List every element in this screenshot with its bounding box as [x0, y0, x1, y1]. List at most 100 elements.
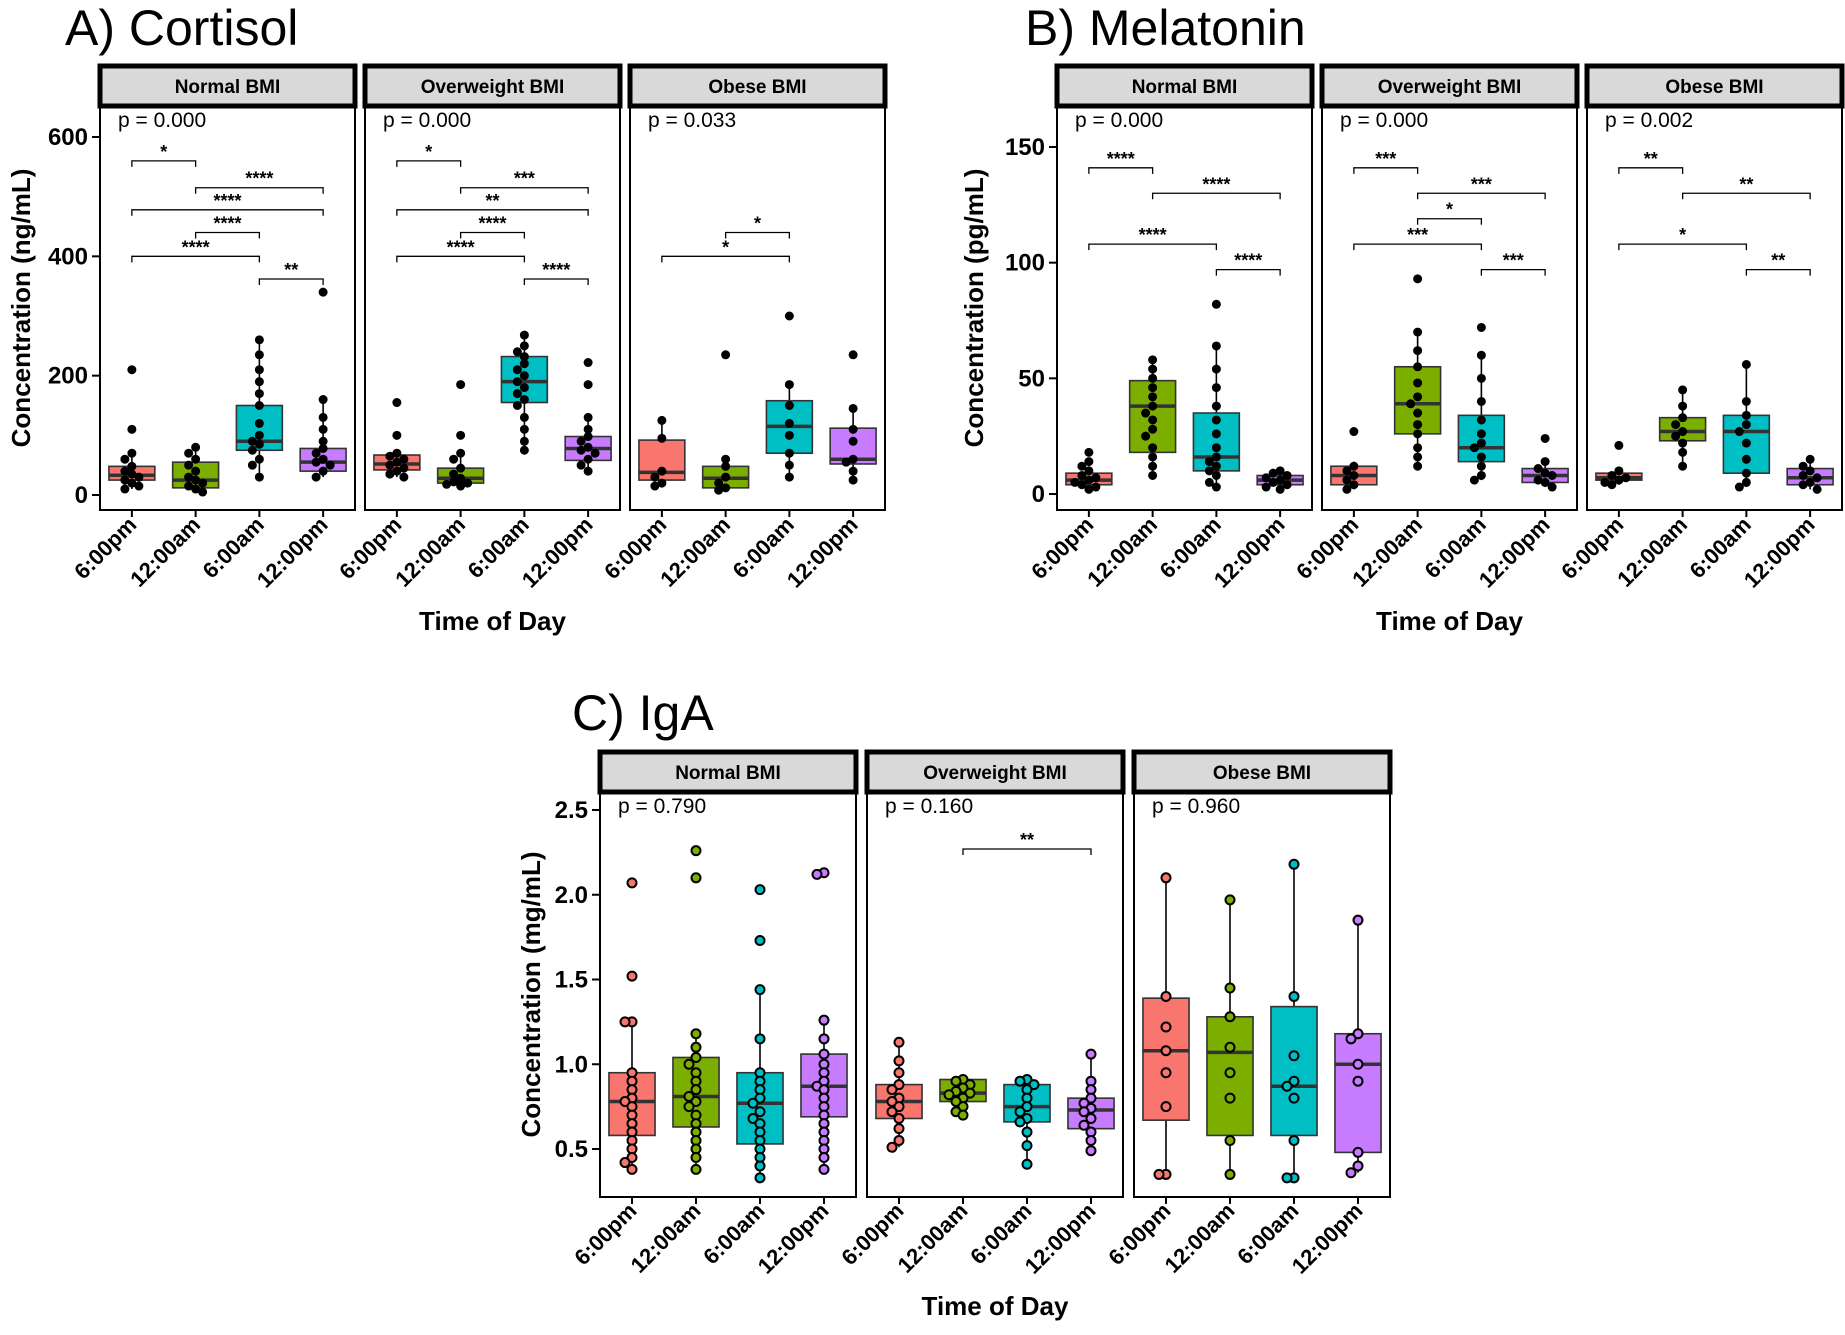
data-point [1078, 1106, 1090, 1118]
data-point [1678, 438, 1688, 448]
data-point [318, 424, 328, 434]
data-point [1085, 1112, 1097, 1124]
data-point [519, 359, 529, 369]
data-point [893, 1079, 905, 1091]
box-6:00pm [638, 415, 686, 491]
data-point [1678, 461, 1688, 471]
data-point [683, 1101, 695, 1113]
data-point [957, 1109, 969, 1121]
bracket-line [1480, 268, 1546, 276]
box-12:00am [1128, 355, 1177, 480]
data-point [456, 448, 466, 458]
data-point [583, 412, 593, 422]
bracket-stars: * [1446, 200, 1453, 220]
data-point [1678, 447, 1688, 457]
data-point [1148, 452, 1158, 462]
bracket-line [1416, 192, 1546, 200]
data-point [1160, 1101, 1172, 1113]
data-point [1084, 457, 1094, 467]
data-point [784, 448, 794, 458]
significance-bracket: **** [131, 237, 261, 263]
significance-bracket: ** [1745, 251, 1811, 276]
facet-label: Obese BMI [1665, 77, 1763, 98]
data-point [1160, 1067, 1172, 1079]
data-point [1148, 383, 1158, 393]
data-point [392, 398, 402, 408]
bracket-line [1088, 243, 1218, 251]
data-point [519, 445, 529, 455]
significance-bracket: **** [1088, 149, 1154, 174]
bracket-stars: * [722, 237, 729, 257]
data-point [1352, 1160, 1364, 1172]
data-point [1288, 1135, 1300, 1147]
data-point [519, 341, 529, 351]
data-point [519, 383, 529, 393]
data-point [886, 1084, 898, 1096]
data-point [650, 481, 660, 491]
data-point [1160, 872, 1172, 884]
data-point [1224, 1011, 1236, 1023]
bracket-stars: **** [478, 213, 506, 233]
data-point [385, 451, 395, 461]
data-point [1211, 429, 1221, 439]
bracket-stars: * [160, 142, 167, 162]
data-point [1614, 466, 1624, 476]
significance-bracket: **** [194, 169, 324, 194]
bracket-stars: ** [1771, 251, 1785, 271]
data-point [1547, 482, 1557, 492]
data-point [893, 1055, 905, 1067]
data-point [519, 330, 529, 340]
x-axis-label: Time of Day [1376, 606, 1523, 636]
data-point [1342, 484, 1352, 494]
data-point [1148, 424, 1158, 434]
data-point [1148, 373, 1158, 383]
box-body [1334, 1032, 1382, 1154]
y-tick-label: 400 [48, 243, 88, 270]
p-value: p = 0.033 [648, 109, 736, 132]
data-point [184, 448, 194, 458]
bracket-stars: **** [182, 237, 210, 257]
box-12:00am [1658, 385, 1707, 471]
data-point [1734, 427, 1744, 437]
data-point [1211, 364, 1221, 374]
y-tick-label: 2.5 [555, 797, 588, 824]
data-point [893, 1112, 905, 1124]
data-point [1084, 466, 1094, 476]
box-body [1270, 1005, 1318, 1137]
box-6:00am [1192, 299, 1241, 492]
bracket-line [131, 209, 324, 216]
data-point [583, 432, 593, 442]
data-point [841, 457, 851, 467]
data-point [1413, 327, 1423, 337]
data-point [254, 377, 264, 387]
data-point [254, 454, 264, 464]
plot-frame [99, 105, 356, 511]
data-point [198, 487, 208, 497]
p-value: p = 0.790 [618, 795, 706, 818]
data-point [657, 415, 667, 425]
data-point [1028, 1079, 1040, 1091]
data-point [254, 401, 264, 410]
data-point [818, 1014, 830, 1026]
data-point [1476, 438, 1486, 448]
data-point [893, 1135, 905, 1147]
data-point [318, 395, 328, 405]
box-6:00am [1003, 1074, 1051, 1170]
bracket-stars: **** [1202, 174, 1230, 194]
data-point [1805, 466, 1815, 476]
data-point [1352, 1075, 1364, 1087]
box-6:00am [1270, 858, 1318, 1184]
data-point [134, 472, 144, 482]
data-point [950, 1075, 962, 1087]
data-point [1211, 383, 1221, 393]
data-point [254, 472, 264, 482]
x-tick-label: 12:00am [390, 512, 470, 592]
facet-strip [1054, 63, 1315, 109]
data-point [619, 1157, 631, 1169]
significance-bracket: * [1416, 200, 1483, 225]
significance-bracket: ** [1681, 174, 1811, 200]
data-point [1021, 1158, 1033, 1170]
data-point [1211, 452, 1221, 462]
box-6:00pm [373, 398, 421, 482]
data-point [1224, 1168, 1236, 1180]
